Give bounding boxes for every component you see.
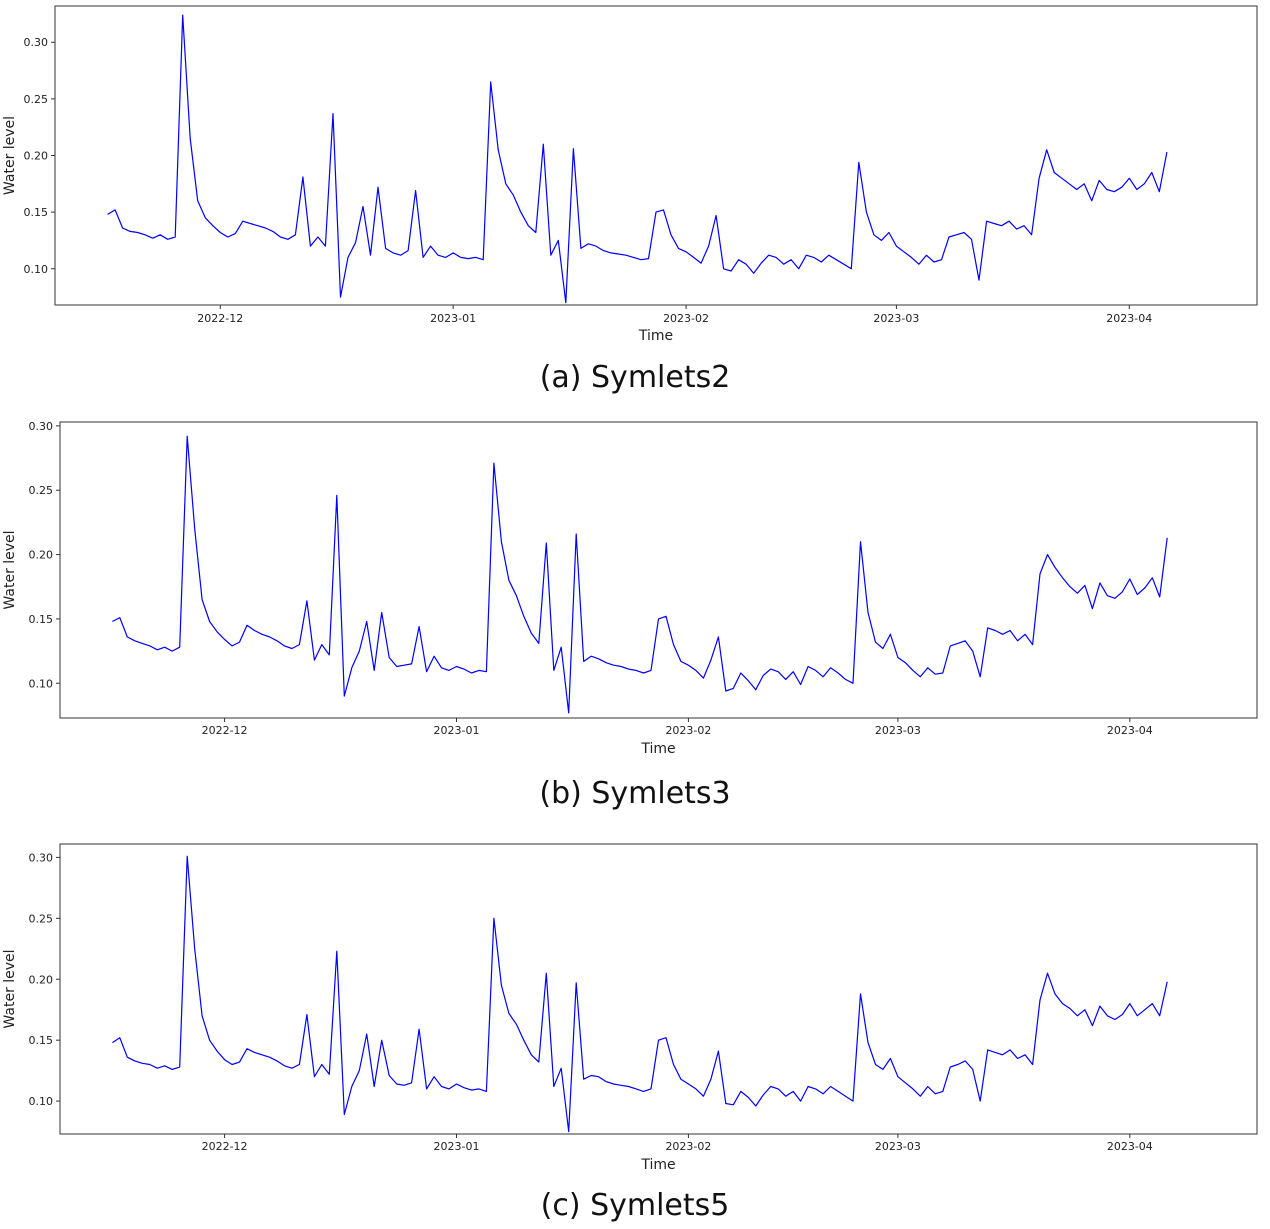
x-tick-label: 2023-02 bbox=[665, 1140, 711, 1153]
x-tick-label: 2023-01 bbox=[430, 312, 476, 325]
x-tick-label: 2023-03 bbox=[873, 312, 919, 325]
chart-a: 0.10 0.15 0.20 0.25 0.30 2022-12 2023-01 2023-0… bbox=[2, 5, 1258, 344]
y-axis-label: Water level bbox=[2, 949, 18, 1028]
y-tick-label: 0.25 bbox=[24, 93, 49, 106]
x-tick-label: 2023-03 bbox=[875, 1140, 921, 1153]
y-axis-label: Water level bbox=[2, 530, 18, 609]
caption-c: (c) Symlets5 bbox=[540, 1188, 730, 1223]
y-tick-label: 0.30 bbox=[29, 851, 54, 864]
x-tick-label: 2023-01 bbox=[434, 724, 480, 737]
plot-frame bbox=[59, 421, 1258, 719]
chart-panel-c: 0.10 0.15 0.20 0.25 0.30 2022-12 2023-01 2023-0… bbox=[0, 834, 1270, 1229]
x-axis-label: Time bbox=[640, 741, 675, 757]
series-line-symlets2 bbox=[107, 14, 1168, 304]
y-axis-label: Water level bbox=[2, 116, 18, 195]
x-tick-label: 2023-04 bbox=[1106, 312, 1152, 325]
y-tick-label: 0.25 bbox=[29, 484, 54, 497]
y-tick-label: 0.10 bbox=[29, 677, 54, 690]
x-tick-label: 2022-12 bbox=[202, 724, 248, 737]
y-tick-label: 0.10 bbox=[29, 1095, 54, 1108]
y-tick-label: 0.30 bbox=[24, 36, 49, 49]
chart-b: 0.10 0.15 0.20 0.25 0.30 2022-12 2023-01 2023-0… bbox=[2, 420, 1258, 757]
series-line-symlets3 bbox=[112, 435, 1168, 714]
y-tick-label: 0.15 bbox=[29, 613, 54, 626]
plot-frame bbox=[54, 5, 1258, 306]
y-tick-label: 0.30 bbox=[29, 420, 54, 433]
x-tick-label: 2023-04 bbox=[1107, 724, 1153, 737]
chart-c: 0.10 0.15 0.20 0.25 0.30 2022-12 2023-01 2023-0… bbox=[2, 843, 1258, 1173]
caption-a: (a) Symlets2 bbox=[539, 360, 731, 395]
y-tick-label: 0.10 bbox=[24, 263, 49, 276]
x-tick-label: 2023-02 bbox=[665, 724, 711, 737]
x-tick-label: 2022-12 bbox=[197, 312, 243, 325]
series-line-symlets5 bbox=[112, 855, 1168, 1133]
y-tick-label: 0.15 bbox=[24, 206, 49, 219]
y-tick-label: 0.25 bbox=[29, 912, 54, 925]
chart-panel-a: 0.10 0.15 0.20 0.25 0.30 2022-12 2023-01 2023-0… bbox=[0, 0, 1270, 404]
y-tick-label: 0.20 bbox=[29, 973, 54, 986]
x-tick-label: 2023-03 bbox=[875, 724, 921, 737]
x-axis-label: Time bbox=[638, 328, 673, 344]
x-axis-label: Time bbox=[640, 1157, 675, 1173]
y-tick-label: 0.20 bbox=[29, 549, 54, 562]
caption-b: (b) Symlets3 bbox=[539, 776, 731, 811]
x-tick-label: 2023-02 bbox=[663, 312, 709, 325]
x-tick-label: 2023-01 bbox=[434, 1140, 480, 1153]
chart-panel-b: 0.10 0.15 0.20 0.25 0.30 2022-12 2023-01 2023-0… bbox=[0, 412, 1270, 822]
y-tick-label: 0.15 bbox=[29, 1034, 54, 1047]
x-tick-label: 2022-12 bbox=[202, 1140, 248, 1153]
y-tick-label: 0.20 bbox=[24, 150, 49, 163]
plot-frame bbox=[59, 843, 1258, 1135]
x-tick-label: 2023-04 bbox=[1107, 1140, 1153, 1153]
